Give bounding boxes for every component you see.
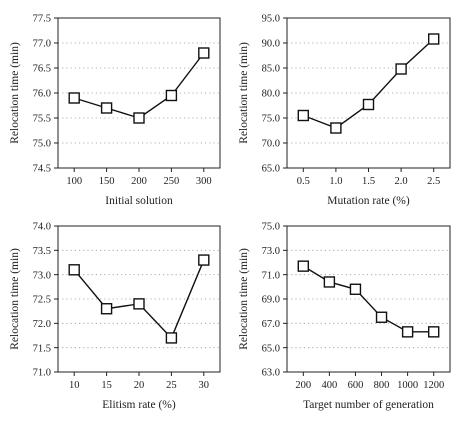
data-point-marker [100, 303, 113, 315]
y-axis-title: Relocation time (min) [238, 42, 250, 144]
x-axis-title: Initial solution [105, 195, 173, 207]
plot-frame [286, 17, 451, 169]
x-tick-label: 1200 [423, 380, 444, 391]
y-tick-label: 65.0 [262, 164, 280, 175]
y-tick-label: 80.0 [262, 89, 280, 100]
y-axis-title: Relocation time (min) [9, 248, 21, 350]
y-tick-label: 74.0 [33, 222, 51, 233]
chart-panel: 74.5 75.0 75.5 76.0 76.5 77.0 77.5 100 150 200 250… [9, 14, 221, 207]
y-tick-label: 73.5 [33, 246, 51, 257]
y-tick-label: 69.0 [262, 295, 280, 306]
data-point-marker [330, 122, 342, 134]
data-point-marker [165, 89, 178, 102]
data-point-marker [133, 298, 145, 310]
x-tick-label: 1.0 [329, 176, 342, 187]
y-tick-label: 74.5 [33, 164, 51, 175]
data-point-marker [100, 102, 113, 114]
chart-panel: 71.0 71.5 72.0 72.5 73.0 73.5 74.0 10 15 20 25 30 El… [9, 222, 221, 411]
data-point-marker [297, 260, 309, 272]
x-axis-title: Elitism rate (%) [102, 399, 176, 411]
y-tick-label: 90.0 [262, 39, 280, 50]
x-tick-label: 20 [134, 380, 145, 391]
x-tick-label: 100 [66, 176, 82, 187]
y-tick-label: 77.0 [33, 39, 51, 50]
y-tick-label: 75.5 [33, 114, 51, 125]
x-tick-label: 25 [166, 380, 177, 391]
x-tick-label: 10 [69, 380, 80, 391]
y-tick-label: 95.0 [262, 14, 280, 25]
data-point-marker [68, 264, 80, 276]
y-tick-label: 75.0 [33, 139, 51, 150]
x-tick-label: 400 [322, 380, 338, 391]
y-tick-label: 77.5 [33, 14, 51, 25]
data-point-marker [401, 326, 414, 338]
x-tick-label: 2.5 [427, 176, 440, 187]
data-point-marker [375, 311, 388, 323]
y-tick-label: 71.0 [33, 368, 51, 379]
data-point-marker [395, 63, 407, 75]
x-tick-label: 800 [374, 380, 390, 391]
series-line [303, 38, 435, 129]
y-tick-label: 76.5 [33, 64, 51, 75]
y-tick-label: 73.0 [262, 246, 280, 257]
y-tick-label: 67.0 [262, 319, 280, 330]
data-point-marker [428, 33, 440, 45]
y-tick-label: 73.0 [33, 270, 51, 281]
data-point-marker [68, 92, 80, 104]
x-tick-label: 15 [101, 380, 112, 391]
x-tick-label: 200 [131, 176, 147, 187]
x-tick-label: 300 [196, 176, 212, 187]
data-point-marker [198, 47, 210, 59]
chart-panel: 63.0 65.0 67.0 69.0 71.0 73.0 75.0 200 400 600 800… [238, 222, 451, 411]
x-tick-label: 0.5 [297, 176, 310, 187]
y-tick-label: 76.0 [33, 89, 51, 100]
y-tick-label: 72.5 [33, 295, 51, 306]
x-tick-label: 2.0 [395, 176, 408, 187]
x-tick-label: 600 [348, 380, 364, 391]
plot-frame [57, 225, 221, 373]
x-tick-label: 1.5 [362, 176, 375, 187]
y-tick-label: 72.0 [33, 319, 51, 330]
data-point-marker [428, 326, 440, 338]
x-tick-label: 1000 [397, 380, 418, 391]
y-tick-label: 71.0 [262, 270, 280, 281]
plot-frame [286, 225, 451, 373]
y-tick-label: 63.0 [262, 368, 280, 379]
x-tick-label: 30 [199, 380, 210, 391]
x-axis-title: Mutation rate (%) [327, 195, 410, 207]
data-point-marker [349, 283, 362, 295]
y-tick-label: 75.0 [262, 114, 280, 125]
y-tick-label: 75.0 [262, 222, 280, 233]
series-line [73, 52, 205, 119]
data-point-marker [133, 112, 145, 124]
x-axis-title: Target number of generation [303, 399, 434, 411]
y-tick-label: 65.0 [262, 343, 280, 354]
data-point-marker [198, 254, 210, 266]
y-axis-title: Relocation time (min) [9, 42, 21, 144]
data-point-marker [323, 276, 336, 288]
y-tick-label: 70.0 [262, 139, 280, 150]
y-axis-title: Relocation time (min) [238, 248, 250, 350]
data-point-marker [297, 109, 309, 122]
chart-panel: 65.0 70.0 75.0 80.0 85.0 90.0 95.0 0.5 1.0 1.5 2.0… [238, 14, 451, 207]
y-tick-label: 85.0 [262, 64, 280, 75]
x-tick-label: 150 [99, 176, 115, 187]
y-tick-label: 71.5 [33, 343, 51, 354]
data-point-marker [165, 332, 178, 344]
plot-frame [57, 17, 221, 169]
x-tick-label: 200 [295, 380, 311, 391]
data-point-marker [362, 98, 375, 111]
x-tick-label: 250 [164, 176, 180, 187]
